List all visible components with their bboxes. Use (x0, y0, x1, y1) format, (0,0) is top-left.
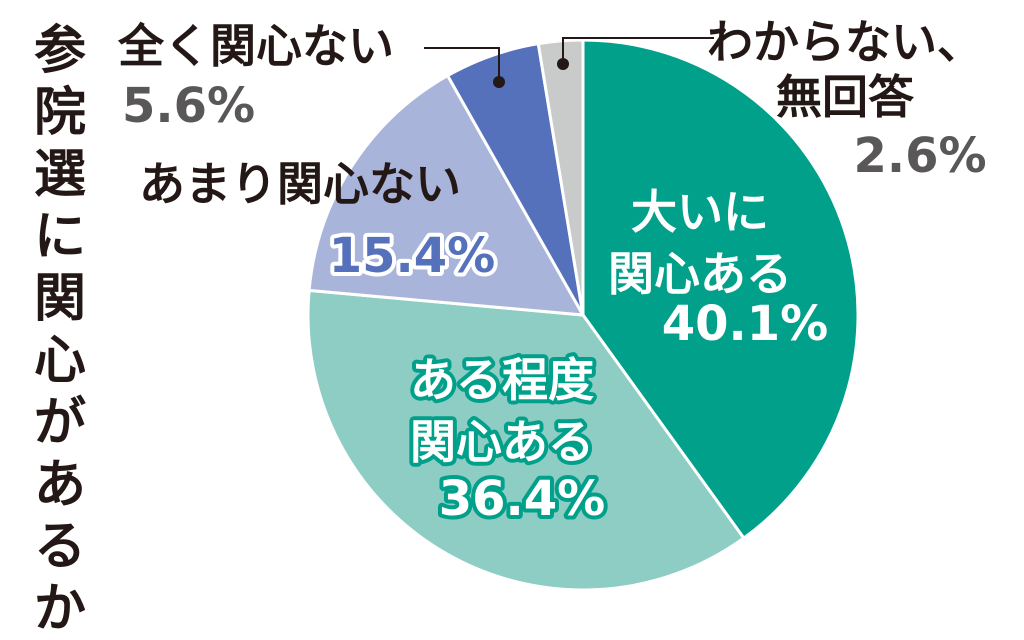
leader-dot (493, 76, 505, 88)
leader-line (424, 47, 500, 80)
slice-value-label: 40.1% (662, 296, 829, 352)
pie-slice (306, 288, 746, 592)
slice-label: あまり関心ない (139, 157, 461, 211)
pie-slice (536, 38, 585, 316)
slice-value-label: 36.4% (439, 471, 606, 527)
pie-slice (581, 38, 860, 541)
slice-label: ある程度 (410, 353, 594, 407)
slice-label: 関心ある (608, 247, 792, 301)
leader-dot (557, 58, 569, 70)
slice-value-label: 2.6% (853, 128, 986, 184)
pie-slice (307, 73, 586, 317)
slice-label: 大いに (631, 185, 769, 239)
slice-label: 全く関心ない (117, 19, 394, 73)
slice-label: わからない、 (707, 15, 983, 69)
slice-label: 関心ある (410, 415, 594, 469)
pie-chart: 大いに関心ある40.1%ある程度関心ある36.4%あまり関心ない15.4%全く関… (117, 15, 987, 592)
leader-line (562, 37, 714, 62)
slice-value-label: 5.6% (122, 78, 255, 134)
slice-label: 無回答 (776, 70, 915, 124)
slice-value-label: 15.4% (329, 228, 496, 284)
